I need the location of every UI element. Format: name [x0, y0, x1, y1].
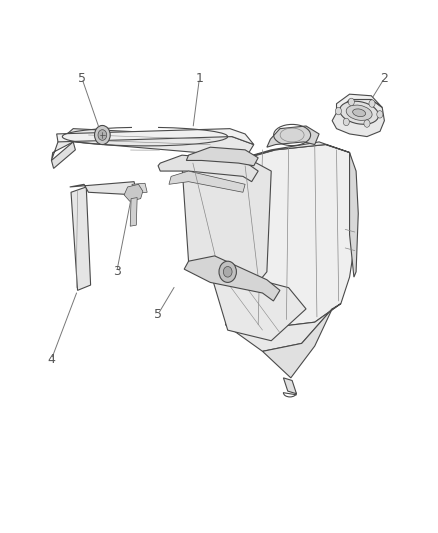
Polygon shape	[267, 126, 319, 147]
Polygon shape	[130, 198, 137, 226]
Polygon shape	[57, 128, 254, 144]
Text: 2: 2	[381, 72, 389, 85]
Text: 1: 1	[195, 72, 203, 85]
Polygon shape	[71, 187, 91, 290]
Polygon shape	[332, 100, 385, 136]
Circle shape	[223, 266, 232, 277]
Polygon shape	[132, 183, 147, 193]
Polygon shape	[210, 272, 306, 341]
Circle shape	[95, 125, 110, 144]
Polygon shape	[124, 184, 143, 201]
Text: 5: 5	[154, 308, 162, 321]
Polygon shape	[336, 94, 382, 113]
Polygon shape	[350, 152, 358, 277]
Polygon shape	[182, 155, 271, 282]
Polygon shape	[262, 309, 332, 378]
Circle shape	[343, 118, 350, 126]
Polygon shape	[158, 155, 258, 182]
Text: 3: 3	[113, 265, 120, 278]
Ellipse shape	[340, 101, 378, 124]
Ellipse shape	[353, 109, 366, 117]
Polygon shape	[70, 182, 136, 195]
Polygon shape	[226, 298, 341, 351]
Circle shape	[219, 261, 237, 282]
Circle shape	[369, 100, 375, 107]
Circle shape	[364, 120, 370, 127]
Polygon shape	[230, 144, 356, 327]
Text: 5: 5	[78, 72, 86, 85]
Polygon shape	[51, 142, 75, 168]
Polygon shape	[186, 147, 258, 166]
Polygon shape	[184, 256, 280, 301]
Circle shape	[348, 98, 354, 106]
Polygon shape	[51, 128, 254, 160]
Circle shape	[98, 130, 107, 140]
Polygon shape	[283, 378, 297, 394]
Polygon shape	[234, 142, 350, 160]
Circle shape	[336, 108, 342, 115]
Text: 4: 4	[47, 353, 55, 366]
Circle shape	[377, 111, 383, 118]
Polygon shape	[169, 171, 245, 192]
Ellipse shape	[346, 105, 372, 120]
